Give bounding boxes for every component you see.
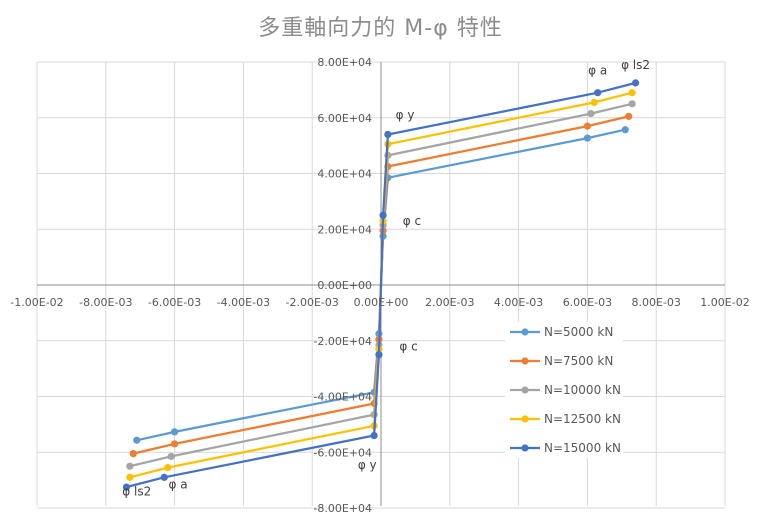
- y-tick-label: 0.00E+00: [317, 279, 372, 292]
- x-tick-label: 6.00E-03: [563, 296, 612, 309]
- legend-marker: [521, 444, 529, 452]
- data-point: [379, 211, 387, 219]
- series-line-negative: [133, 284, 383, 455]
- annotation-label: φ a: [168, 477, 187, 491]
- y-tick-label: -4.00E+04: [313, 391, 372, 404]
- legend-item: N=5000 kN: [510, 325, 613, 339]
- x-tick-label: 1.00E-02: [700, 296, 749, 309]
- x-tick-label: 4.00E-03: [494, 296, 543, 309]
- x-tick-label: 8.00E-03: [631, 296, 680, 309]
- data-point: [133, 436, 141, 444]
- data-point: [625, 112, 633, 120]
- data-point: [587, 109, 595, 118]
- x-tick-label: -8.00E-03: [79, 296, 132, 309]
- series-line-positive: [379, 115, 629, 286]
- data-point: [621, 126, 629, 134]
- y-tick-label: -6.00E+04: [313, 446, 372, 459]
- legend-item: N=10000 kN: [510, 383, 621, 397]
- annotation-label: φ a: [588, 64, 607, 78]
- x-tick-label: -1.00E-02: [10, 296, 63, 309]
- data-point: [171, 428, 179, 436]
- series-line-positive: [379, 102, 633, 286]
- data-point: [122, 483, 131, 491]
- data-point: [126, 462, 134, 470]
- data-point: [590, 98, 598, 107]
- data-point: [370, 431, 378, 440]
- legend-marker: [521, 415, 529, 423]
- y-tick-label: -2.00E+04: [313, 335, 372, 348]
- legend-label: N=5000 kN: [544, 325, 613, 339]
- data-point: [164, 463, 172, 472]
- legend-label: N=10000 kN: [544, 383, 621, 397]
- data-point: [594, 89, 602, 97]
- legend: N=5000 kN N=7500 kN N=10000 kN N=12500 kN N=…: [505, 322, 623, 458]
- annotation-label: φ c: [403, 214, 421, 228]
- y-tick-label: 4.00E+04: [317, 168, 372, 181]
- data-point: [129, 450, 137, 458]
- y-tick-label: 2.00E+04: [317, 223, 372, 236]
- legend-marker: [521, 357, 529, 365]
- data-point: [583, 134, 592, 142]
- series-line-positive: [379, 128, 626, 286]
- legend-item: N=7500 kN: [510, 354, 613, 368]
- annotation-label: φ ls2: [621, 58, 650, 72]
- x-tick-label: 0.00E+00: [354, 296, 409, 309]
- data-point: [167, 452, 175, 461]
- series-layer: [122, 79, 640, 491]
- tick-labels: -1.00E-02 -8.00E-03 -6.00E-03 -4.00E-03 -2.0…: [10, 56, 749, 515]
- legend-label: N=15000 kN: [544, 441, 621, 455]
- data-point: [631, 79, 640, 87]
- series: [122, 79, 640, 491]
- legend-item: N=12500 kN: [510, 412, 621, 426]
- legend-item: N=15000 kN: [510, 441, 621, 455]
- data-point: [171, 440, 179, 448]
- data-point: [384, 130, 392, 139]
- annotations: φ ls2 φ a φ y φ c φ c φ y φ a φ ls2: [122, 58, 650, 498]
- legend-label: N=7500 kN: [544, 354, 613, 368]
- chart-title: 多重軸向力的 M-φ 特性: [258, 16, 503, 41]
- legend-label: N=12500 kN: [544, 412, 621, 426]
- data-point: [628, 100, 636, 108]
- x-tick-label: -2.00E-03: [286, 296, 339, 309]
- legend-marker: [521, 386, 529, 394]
- data-point: [628, 89, 636, 97]
- annotation-label: φ y: [358, 458, 377, 472]
- x-tick-label: 2.00E-03: [425, 296, 474, 309]
- series-line-positive: [379, 81, 636, 286]
- y-tick-label: 8.00E+04: [317, 56, 372, 69]
- y-tick-label: -8.00E+04: [313, 502, 372, 515]
- data-point: [583, 122, 592, 130]
- series-line-negative: [129, 284, 383, 468]
- series-line-positive: [379, 91, 633, 286]
- annotation-label: φ c: [399, 340, 417, 354]
- x-tick-label: -6.00E-03: [148, 296, 201, 309]
- x-tick-label: -4.00E-03: [217, 296, 270, 309]
- legend-marker: [521, 328, 529, 336]
- data-point: [126, 473, 134, 481]
- annotation-label: φ ls2: [122, 484, 151, 498]
- y-tick-label: 6.00E+04: [317, 112, 372, 125]
- data-point: [375, 351, 383, 359]
- data-point: [160, 473, 168, 481]
- annotation-label: φ y: [396, 108, 415, 122]
